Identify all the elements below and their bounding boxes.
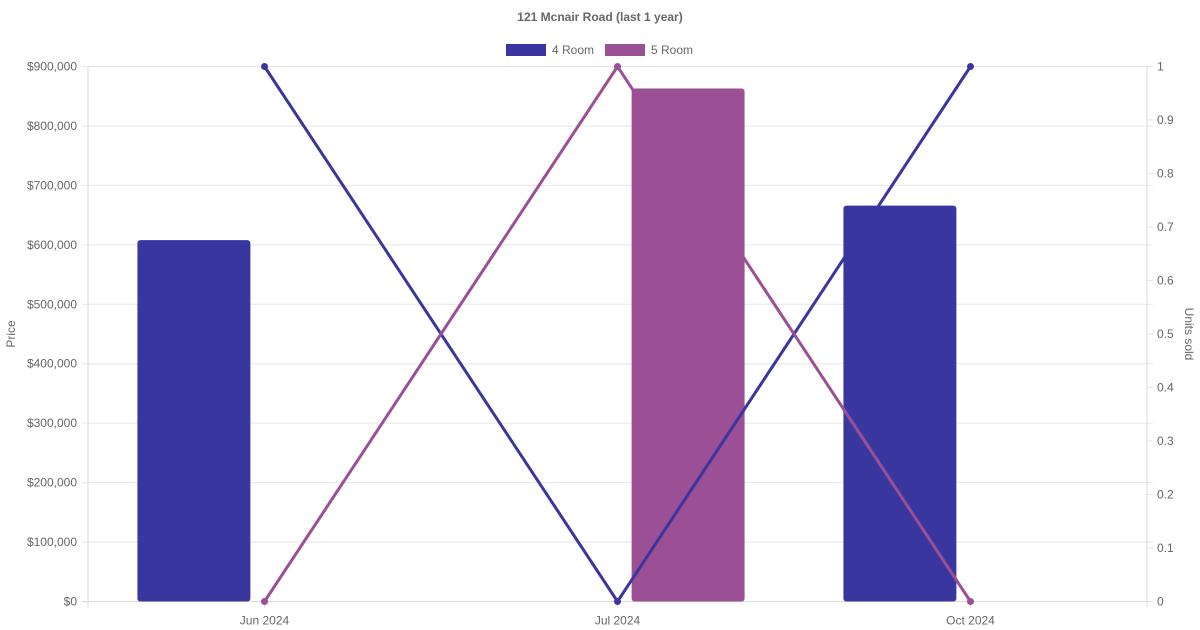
point-4-room[interactable] bbox=[967, 63, 974, 70]
point-4-room[interactable] bbox=[614, 598, 621, 605]
y-left-tick-label: $100,000 bbox=[27, 535, 77, 549]
legend-swatch-5-room[interactable] bbox=[605, 44, 645, 56]
gridlines bbox=[82, 66, 1153, 608]
y-left-tick-label: $700,000 bbox=[27, 178, 77, 192]
point-5-room[interactable] bbox=[614, 63, 621, 70]
x-tick-label: Oct 2024 bbox=[946, 614, 995, 628]
y-axis-right-title: Units sold bbox=[1182, 308, 1196, 361]
legend-label-5-room[interactable]: 5 Room bbox=[651, 43, 693, 57]
y-right-tick-label: 0.4 bbox=[1157, 381, 1174, 395]
y-left-tick-label: $200,000 bbox=[27, 476, 77, 490]
y-left-tick-label: $500,000 bbox=[27, 297, 77, 311]
point-5-room[interactable] bbox=[967, 598, 974, 605]
bar-4-room[interactable] bbox=[137, 240, 251, 602]
right-axis-ticks: 0 0.1 0.2 0.3 0.4 0.5 0.6 0.7 0.8 0.9 1 bbox=[1157, 60, 1174, 609]
y-right-tick-label: 0.7 bbox=[1157, 220, 1174, 234]
point-5-room[interactable] bbox=[261, 598, 268, 605]
line-series bbox=[261, 63, 974, 605]
y-right-tick-label: 0.3 bbox=[1157, 434, 1174, 448]
y-right-tick-label: 0 bbox=[1157, 595, 1164, 609]
legend-swatch-4-room[interactable] bbox=[506, 44, 546, 56]
left-axis-ticks: $0 $100,000 $200,000 $300,000 $400,000 $500,0… bbox=[27, 60, 77, 609]
y-right-tick-label: 1 bbox=[1157, 60, 1164, 74]
legend: 4 Room 5 Room bbox=[506, 43, 693, 57]
y-right-tick-label: 0.5 bbox=[1157, 327, 1174, 341]
legend-label-4-room[interactable]: 4 Room bbox=[552, 43, 594, 57]
y-right-tick-label: 0.1 bbox=[1157, 541, 1174, 555]
x-tick-label: Jul 2024 bbox=[595, 614, 641, 628]
point-4-room[interactable] bbox=[261, 63, 268, 70]
bar-4-room[interactable] bbox=[843, 205, 957, 602]
y-left-tick-label: $800,000 bbox=[27, 119, 77, 133]
y-axis-left-title: Price bbox=[4, 320, 18, 348]
y-left-tick-label: $400,000 bbox=[27, 357, 77, 371]
x-tick-label: Jun 2024 bbox=[240, 614, 290, 628]
bar-series bbox=[137, 88, 957, 602]
y-right-tick-label: 0.9 bbox=[1157, 113, 1174, 127]
y-right-tick-label: 0.2 bbox=[1157, 488, 1174, 502]
bar-5-room[interactable] bbox=[631, 88, 745, 602]
x-axis-ticks: Jun 2024 Jul 2024 Oct 2024 bbox=[240, 614, 995, 628]
y-right-tick-label: 0.6 bbox=[1157, 274, 1174, 288]
y-left-tick-label: $300,000 bbox=[27, 416, 77, 430]
y-left-tick-label: $600,000 bbox=[27, 238, 77, 252]
y-right-tick-label: 0.8 bbox=[1157, 167, 1174, 181]
y-left-tick-label: $0 bbox=[64, 595, 78, 609]
chart-title: 121 Mcnair Road (last 1 year) bbox=[517, 10, 682, 24]
y-left-tick-label: $900,000 bbox=[27, 60, 77, 74]
